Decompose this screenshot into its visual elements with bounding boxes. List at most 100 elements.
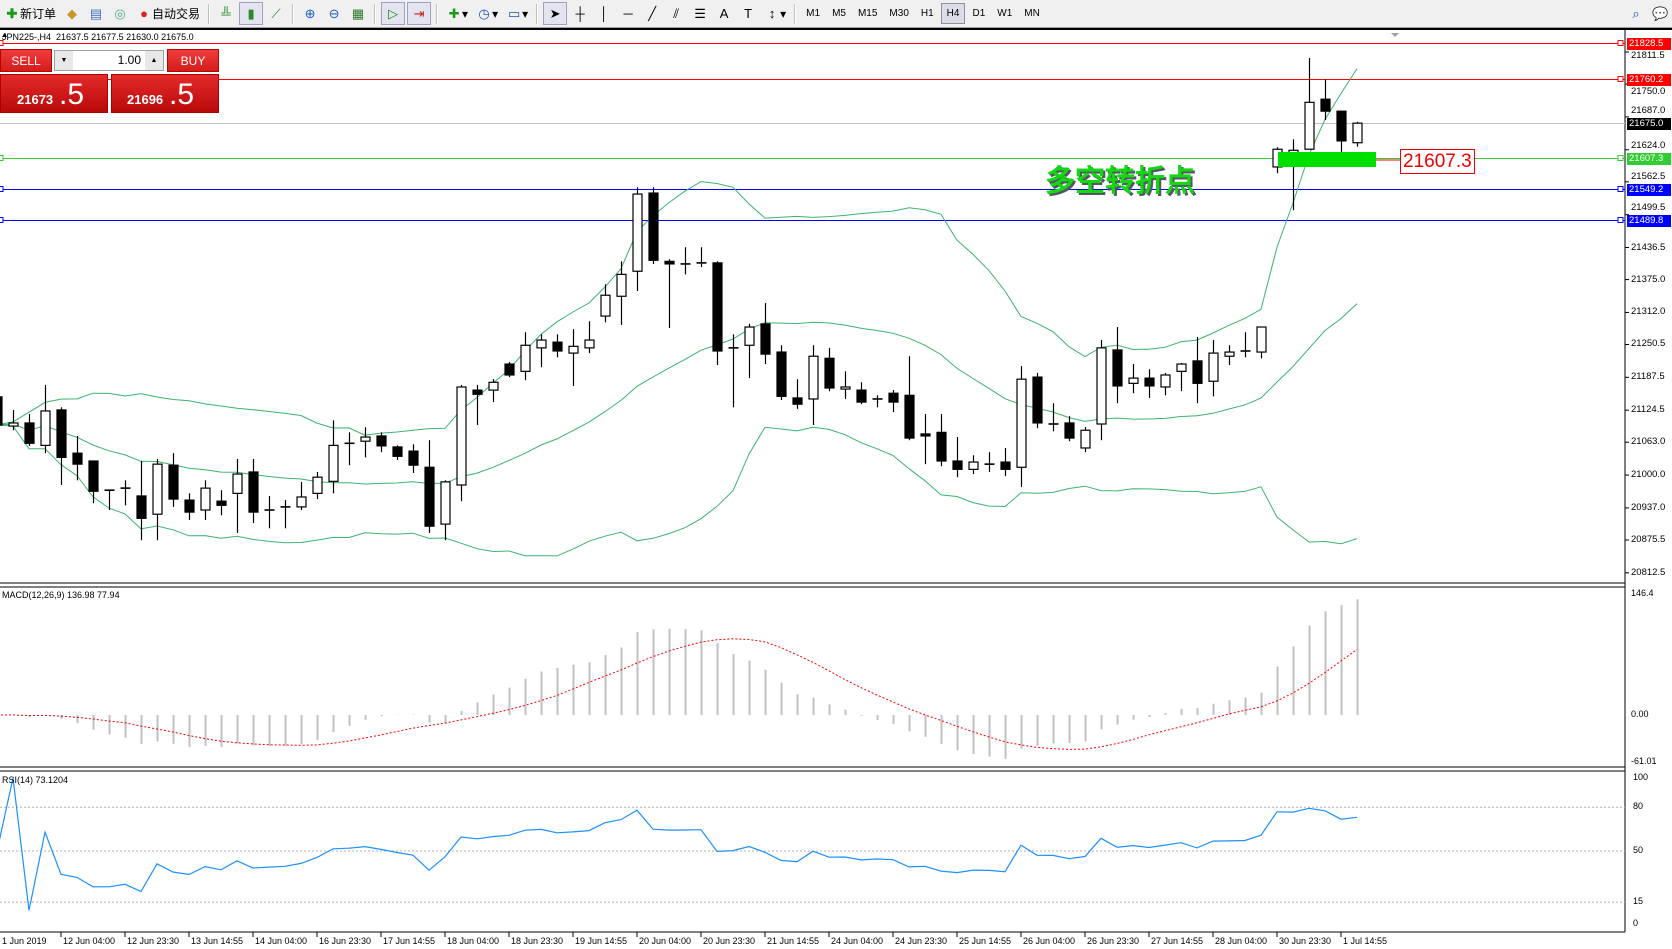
- candle: [584, 321, 595, 354]
- price-line-tag: 21549.2: [1627, 183, 1671, 196]
- search-icon: ⌕: [1632, 5, 1640, 21]
- candle: [104, 489, 115, 511]
- tile-windows-button[interactable]: ▦: [347, 2, 369, 25]
- candle-body-bullish: [1160, 374, 1171, 388]
- text-button[interactable]: A: [713, 2, 735, 25]
- timeframe-h4[interactable]: H4: [940, 3, 966, 24]
- candle-body-bullish: [328, 444, 339, 482]
- one-click-trading-panel: SELL ▼ 1.00 ▲ BUY 21673 .5 21696 .5: [0, 49, 220, 113]
- candle-body-bullish: [1304, 101, 1315, 150]
- chart-shift-button[interactable]: ⇥: [407, 2, 432, 25]
- fibonacci-button[interactable]: ☰: [689, 2, 711, 25]
- candle-body-bearish: [184, 499, 195, 513]
- auto-scroll-button[interactable]: ▷: [381, 2, 406, 25]
- candle-body-bearish: [920, 433, 931, 437]
- turning-point-annotation[interactable]: 多空转折点: [1045, 164, 1195, 199]
- line-handle: [1617, 186, 1624, 192]
- candle: [1000, 447, 1011, 477]
- timeframe-m15[interactable]: M15: [857, 8, 878, 19]
- candle-body-bullish: [296, 496, 307, 508]
- price-axis-label: 20812.5: [1631, 566, 1666, 578]
- metaeditor-button[interactable]: ◆: [61, 2, 83, 25]
- candle: [408, 444, 419, 474]
- templates-button[interactable]: ▭ ▾: [507, 5, 529, 21]
- signals-button[interactable]: ◎: [109, 2, 131, 25]
- bollinger-lower-band: [0, 424, 1358, 557]
- candle-body-bullish: [536, 339, 547, 349]
- line-handle: [0, 40, 4, 46]
- timeframe-w1[interactable]: W1: [997, 8, 1013, 19]
- candle: [392, 445, 403, 460]
- candle: [1112, 327, 1123, 404]
- time-axis-label: 14 Jun 04:00: [255, 936, 308, 946]
- zoom-out-button[interactable]: ⊖: [323, 2, 345, 25]
- candle-body-bearish: [136, 495, 147, 519]
- lot-increase-arrow[interactable]: ▲: [145, 51, 163, 70]
- price-axis-label: 21436.5: [1631, 241, 1666, 253]
- candle: [1032, 372, 1043, 429]
- time-axis-label: 1 Jun 2019: [2, 936, 47, 946]
- timeframe-d1[interactable]: D1: [972, 8, 986, 19]
- candle-body-bullish: [1224, 351, 1235, 357]
- buy-price-button[interactable]: 21696 .5: [111, 74, 219, 113]
- candle: [1304, 57, 1315, 150]
- price-axis-label: 20937.0: [1631, 501, 1666, 513]
- timeframe-m1[interactable]: M1: [806, 8, 821, 19]
- horizontal-line-button[interactable]: ─: [617, 2, 639, 25]
- candle-body-bullish: [1352, 122, 1363, 144]
- candle: [1064, 416, 1075, 442]
- chat-button[interactable]: 💬: [1649, 2, 1671, 25]
- search-button[interactable]: ⌕: [1625, 2, 1647, 25]
- price-axis-label: 20875.5: [1631, 534, 1666, 545]
- periods-button[interactable]: ◷ ▾: [473, 2, 501, 25]
- candle: [984, 452, 995, 472]
- rsi-scale-label: 80: [1633, 801, 1644, 812]
- toolbar-separator: [794, 3, 797, 24]
- timeframe-h1[interactable]: H1: [920, 8, 934, 19]
- candle: [824, 347, 835, 392]
- candle-body-bullish: [1096, 347, 1107, 425]
- candle-body-bullish: [1080, 429, 1091, 449]
- lot-decrease-arrow[interactable]: ▼: [55, 51, 73, 70]
- cursor-button[interactable]: ➤: [543, 2, 568, 25]
- text-label-button[interactable]: T: [737, 2, 759, 25]
- auto-trading-button[interactable]: ● 自动交易: [133, 2, 203, 25]
- turning-point-price-label[interactable]: 21607.3: [1400, 149, 1475, 174]
- candle: [536, 334, 547, 368]
- bar-chart-icon: ╩: [221, 5, 231, 21]
- sell-button[interactable]: SELL: [0, 49, 52, 72]
- buy-button[interactable]: BUY: [167, 49, 219, 72]
- lot-value[interactable]: 1.00: [117, 53, 141, 67]
- candle: [440, 480, 451, 541]
- candle: [680, 247, 691, 275]
- candle: [472, 384, 483, 426]
- trendline-button[interactable]: ╱: [641, 2, 663, 25]
- line-chart-button[interactable]: ⟋: [265, 2, 287, 25]
- candle-body-bullish: [40, 410, 51, 446]
- timeframe-mn[interactable]: MN: [1024, 8, 1040, 19]
- candle-body-bullish: [584, 339, 595, 349]
- lot-size-field[interactable]: ▼ 1.00 ▲: [54, 50, 164, 71]
- equidistant-channel-button[interactable]: ⫽: [665, 2, 687, 25]
- timeframe-m30[interactable]: M30: [889, 8, 909, 19]
- sell-price-button[interactable]: 21673 .5: [0, 74, 108, 113]
- new-order-button[interactable]: ✚ 新订单: [1, 2, 59, 25]
- zoom-in-button[interactable]: ⊕: [299, 2, 321, 25]
- price-axis-label: 21000.0: [1631, 469, 1666, 481]
- time-axis-label: 30 Jun 23:30: [1279, 936, 1332, 946]
- timeframe-m5[interactable]: M5: [832, 8, 846, 19]
- candle: [488, 379, 499, 403]
- candle-body-bearish: [936, 431, 947, 462]
- candlestick-button[interactable]: ▮: [239, 2, 264, 25]
- price-axis-label: 21063.0: [1631, 436, 1666, 448]
- price-axis-label: 21750.0: [1631, 86, 1666, 98]
- navigator-button[interactable]: ▤: [85, 2, 107, 25]
- crosshair-button[interactable]: ┼: [569, 2, 591, 25]
- arrows-button[interactable]: ↕ ▾: [761, 2, 789, 25]
- bar-chart-button[interactable]: ╩: [215, 2, 237, 25]
- candle: [1256, 326, 1267, 359]
- indicators-button[interactable]: ✚ ▾: [443, 2, 471, 25]
- vertical-line-button[interactable]: │: [593, 2, 615, 25]
- candle: [1096, 340, 1107, 441]
